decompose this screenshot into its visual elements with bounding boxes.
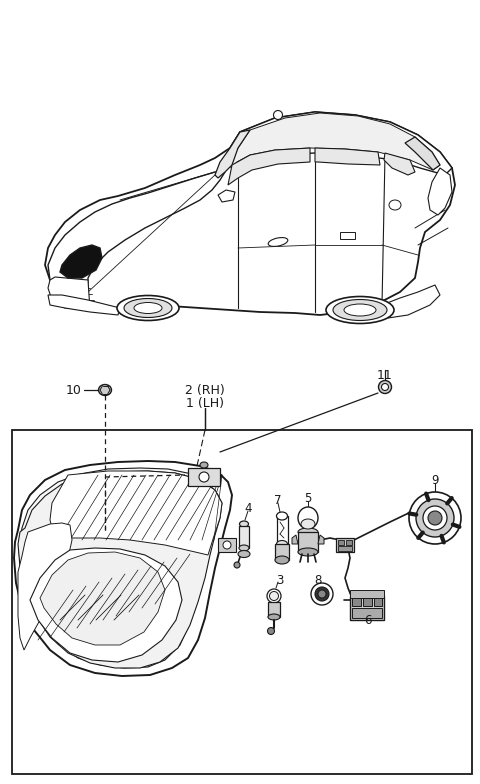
Text: 6: 6	[364, 614, 372, 626]
Ellipse shape	[124, 299, 172, 318]
Bar	[346, 540, 352, 545]
Ellipse shape	[234, 562, 240, 568]
Polygon shape	[40, 552, 165, 645]
Polygon shape	[428, 168, 452, 215]
Ellipse shape	[423, 506, 447, 530]
Polygon shape	[30, 548, 182, 662]
Ellipse shape	[315, 587, 329, 601]
Polygon shape	[48, 295, 120, 315]
Ellipse shape	[326, 296, 394, 324]
Ellipse shape	[276, 540, 288, 547]
Ellipse shape	[416, 499, 454, 537]
Polygon shape	[228, 148, 310, 185]
Bar	[277, 516, 288, 544]
Ellipse shape	[267, 627, 275, 634]
Polygon shape	[18, 471, 222, 668]
Bar	[188, 468, 220, 486]
Ellipse shape	[238, 550, 250, 557]
Ellipse shape	[117, 296, 179, 321]
Bar	[268, 602, 280, 617]
Polygon shape	[218, 112, 452, 178]
Text: 2 (RH): 2 (RH)	[185, 383, 225, 397]
Text: 10: 10	[66, 383, 82, 397]
Polygon shape	[315, 148, 380, 165]
Text: 4: 4	[244, 502, 252, 514]
Ellipse shape	[298, 528, 318, 536]
Ellipse shape	[409, 492, 461, 544]
Ellipse shape	[276, 512, 288, 520]
Ellipse shape	[268, 238, 288, 246]
Bar	[298, 532, 318, 552]
Polygon shape	[45, 112, 455, 315]
Bar	[340, 232, 355, 239]
Ellipse shape	[311, 583, 333, 605]
Bar	[338, 546, 352, 551]
Ellipse shape	[298, 507, 318, 529]
Ellipse shape	[318, 590, 326, 598]
Polygon shape	[50, 471, 222, 555]
Polygon shape	[405, 137, 440, 170]
Text: 9: 9	[431, 474, 439, 487]
Ellipse shape	[200, 462, 208, 468]
Bar	[374, 598, 382, 606]
Bar	[12, 430, 472, 774]
Ellipse shape	[382, 383, 388, 390]
Text: 7: 7	[274, 493, 282, 506]
Ellipse shape	[239, 545, 249, 551]
Ellipse shape	[274, 111, 283, 119]
Polygon shape	[384, 153, 415, 175]
Text: 11: 11	[377, 368, 393, 382]
Text: 8: 8	[314, 574, 322, 586]
Polygon shape	[215, 130, 250, 178]
Text: 5: 5	[304, 492, 312, 504]
Polygon shape	[48, 277, 90, 310]
Polygon shape	[228, 113, 440, 170]
Bar	[338, 540, 344, 545]
Ellipse shape	[333, 299, 387, 321]
Ellipse shape	[240, 521, 249, 527]
Text: 1 (LH): 1 (LH)	[186, 397, 224, 409]
Bar	[218, 538, 236, 552]
Polygon shape	[60, 245, 102, 278]
Polygon shape	[318, 535, 324, 544]
Ellipse shape	[344, 304, 376, 316]
Ellipse shape	[269, 591, 278, 601]
Bar	[350, 590, 384, 598]
Bar	[363, 598, 372, 606]
Bar	[352, 608, 382, 618]
Ellipse shape	[199, 472, 209, 482]
Ellipse shape	[267, 589, 281, 603]
Bar	[336, 538, 354, 552]
Polygon shape	[18, 523, 72, 650]
Ellipse shape	[98, 384, 111, 395]
Polygon shape	[218, 190, 235, 202]
Ellipse shape	[389, 200, 401, 210]
Ellipse shape	[379, 380, 392, 394]
Ellipse shape	[301, 519, 315, 529]
Bar	[275, 544, 289, 560]
Polygon shape	[382, 285, 440, 318]
Bar	[350, 596, 384, 620]
Ellipse shape	[428, 511, 442, 525]
Ellipse shape	[275, 556, 289, 564]
Polygon shape	[292, 535, 298, 544]
Bar	[352, 598, 361, 606]
Ellipse shape	[268, 614, 280, 620]
Ellipse shape	[134, 303, 162, 314]
Polygon shape	[48, 172, 225, 302]
Text: 3: 3	[276, 574, 284, 586]
Polygon shape	[14, 461, 232, 676]
Ellipse shape	[223, 541, 231, 549]
Polygon shape	[19, 468, 220, 668]
Bar	[239, 526, 249, 548]
Ellipse shape	[298, 548, 318, 556]
